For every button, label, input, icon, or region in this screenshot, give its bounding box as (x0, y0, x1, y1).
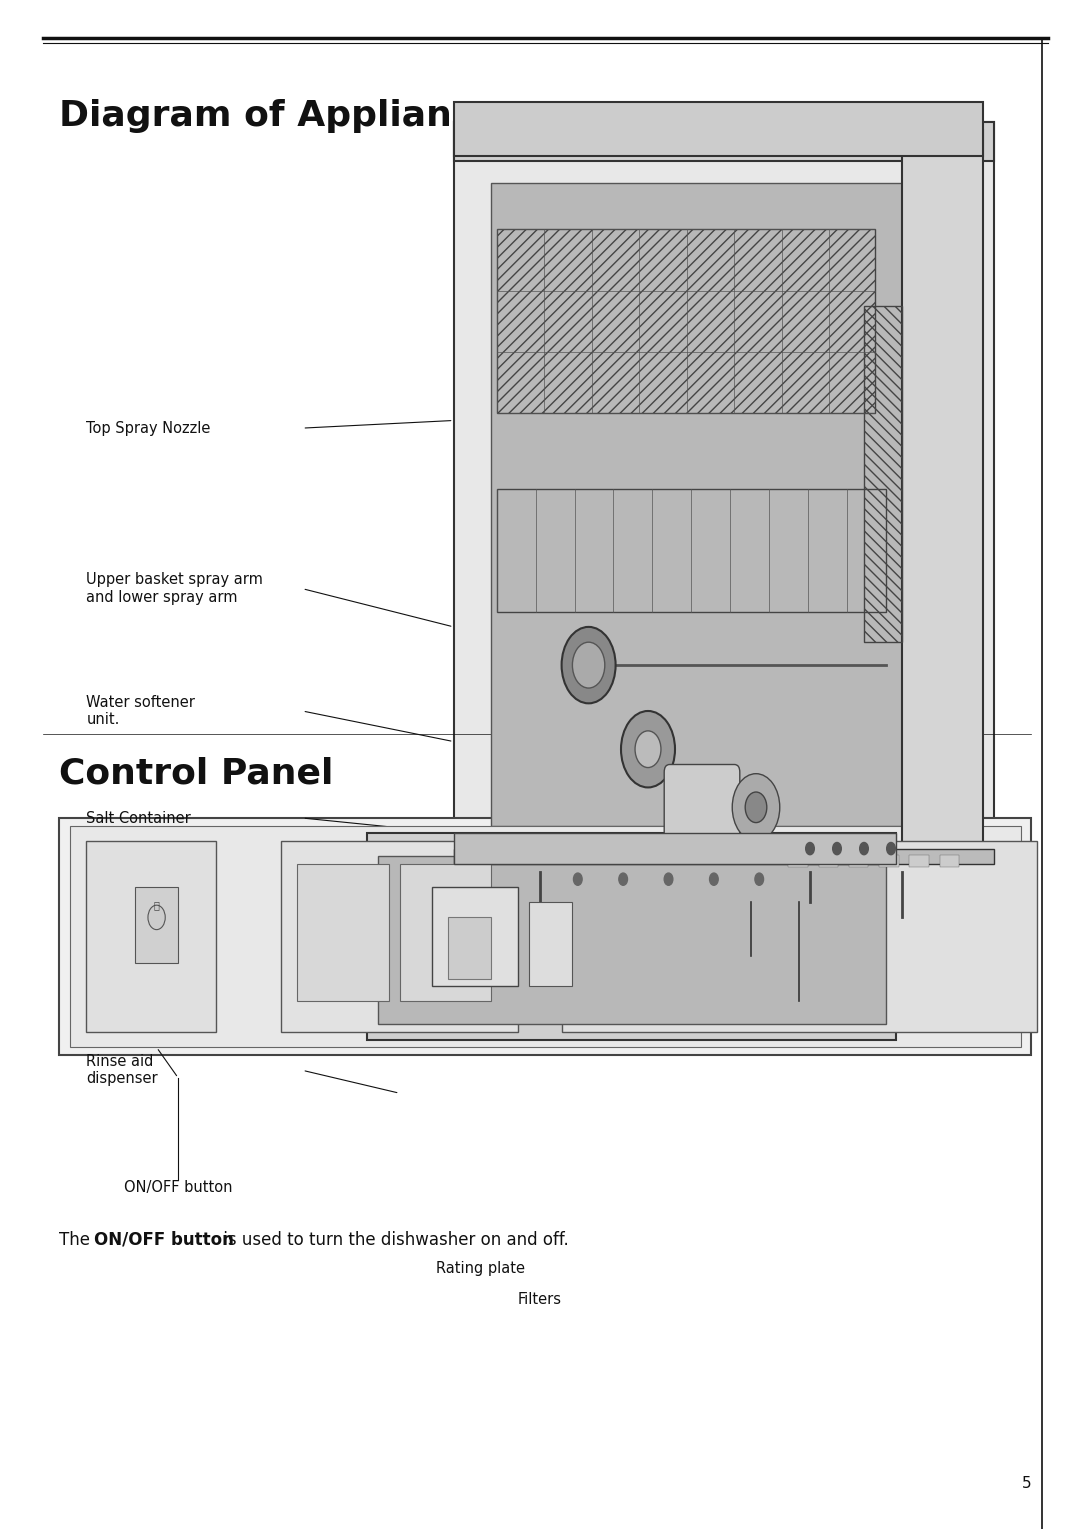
Polygon shape (367, 833, 896, 1040)
FancyBboxPatch shape (59, 818, 1031, 1055)
Text: Filters: Filters (518, 1292, 562, 1307)
Circle shape (619, 873, 627, 885)
Text: Ⓒ: Ⓒ (153, 901, 160, 910)
FancyBboxPatch shape (448, 917, 491, 979)
FancyBboxPatch shape (902, 130, 983, 856)
FancyBboxPatch shape (297, 864, 389, 1001)
FancyBboxPatch shape (664, 764, 740, 841)
FancyBboxPatch shape (788, 855, 808, 867)
Text: Water softener
unit.: Water softener unit. (86, 694, 195, 728)
FancyBboxPatch shape (454, 122, 994, 856)
FancyBboxPatch shape (454, 849, 994, 864)
Circle shape (887, 842, 895, 855)
FancyBboxPatch shape (454, 102, 983, 156)
FancyBboxPatch shape (819, 855, 838, 867)
Circle shape (710, 873, 718, 885)
Text: ON/OFF button: ON/OFF button (124, 1180, 232, 1196)
Circle shape (732, 774, 780, 841)
Text: 30
MIN: 30 MIN (615, 911, 627, 924)
Text: Top Spray Nozzle: Top Spray Nozzle (86, 420, 211, 436)
FancyBboxPatch shape (491, 183, 902, 826)
FancyBboxPatch shape (562, 841, 1037, 1032)
Circle shape (148, 905, 165, 930)
Text: — RESET —: — RESET — (681, 1023, 723, 1029)
FancyBboxPatch shape (135, 887, 178, 963)
Circle shape (562, 627, 616, 703)
Text: Rating plate: Rating plate (436, 1261, 525, 1277)
FancyBboxPatch shape (400, 864, 491, 1001)
FancyBboxPatch shape (940, 855, 959, 867)
Text: INTENSIV
CARE 70°: INTENSIV CARE 70° (563, 911, 593, 924)
Text: Rinse aid
dispenser: Rinse aid dispenser (86, 1053, 158, 1087)
FancyBboxPatch shape (879, 855, 899, 867)
Text: Salt Container: Salt Container (86, 810, 191, 826)
FancyBboxPatch shape (909, 855, 929, 867)
Circle shape (664, 873, 673, 885)
Circle shape (755, 873, 764, 885)
Text: The: The (59, 1231, 96, 1249)
Circle shape (806, 842, 814, 855)
Text: Upper basket spray arm
and lower spray arm: Upper basket spray arm and lower spray a… (86, 572, 264, 605)
Text: NORMAL
65°: NORMAL 65° (650, 911, 678, 924)
Text: Detergent
Dispenser: Detergent Dispenser (86, 924, 161, 957)
Circle shape (621, 711, 675, 787)
FancyBboxPatch shape (432, 887, 518, 986)
Circle shape (572, 642, 605, 688)
FancyBboxPatch shape (849, 855, 868, 867)
Text: ECO
50°: ECO 50° (701, 911, 714, 924)
Text: 3 IN 1: 3 IN 1 (746, 914, 766, 920)
FancyBboxPatch shape (454, 122, 994, 161)
Circle shape (860, 842, 868, 855)
Text: is used to turn the dishwasher on and off.: is used to turn the dishwasher on and of… (218, 1231, 569, 1249)
FancyBboxPatch shape (86, 841, 216, 1032)
Circle shape (573, 873, 582, 885)
FancyBboxPatch shape (70, 826, 1021, 1047)
Text: Control Panel: Control Panel (59, 757, 334, 790)
FancyBboxPatch shape (529, 902, 572, 986)
Polygon shape (378, 856, 886, 1024)
Circle shape (635, 731, 661, 768)
Text: ON/OFF button: ON/OFF button (94, 1231, 234, 1249)
Circle shape (745, 792, 767, 823)
FancyBboxPatch shape (281, 841, 518, 1032)
FancyBboxPatch shape (454, 833, 896, 864)
Text: 5: 5 (1022, 1475, 1031, 1491)
Circle shape (833, 842, 841, 855)
Text: Diagram of Appliance: Diagram of Appliance (59, 99, 498, 133)
